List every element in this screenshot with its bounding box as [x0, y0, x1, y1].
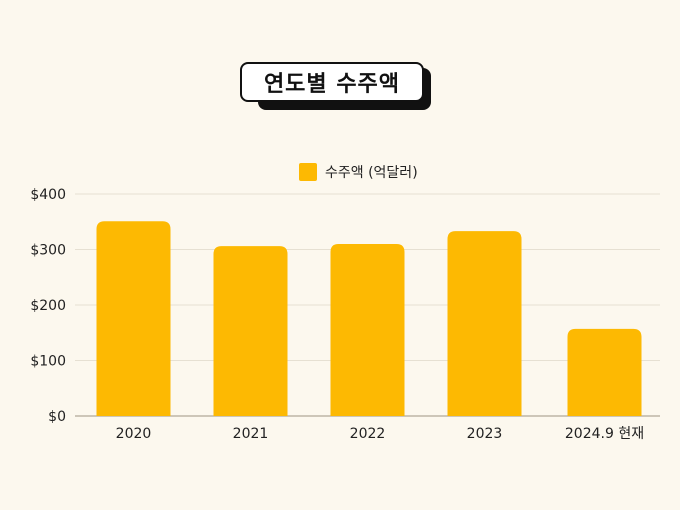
x-tick-label: 2023: [467, 426, 503, 442]
legend-label: 수주액 (억달러): [325, 165, 418, 181]
x-tick-label: 2024.9 현재: [565, 426, 644, 442]
x-tick-label: 2021: [233, 426, 269, 442]
x-tick-label: 2020: [116, 426, 152, 442]
bar-2023: [447, 231, 522, 416]
bar-2020: [96, 221, 171, 416]
chart-title: 연도별 수주액: [240, 62, 424, 102]
x-tick-label: 2022: [350, 426, 386, 442]
y-tick-label: $300: [30, 243, 66, 259]
y-axis-tick-labels: $0 $100 $200 $300 $400: [30, 187, 66, 425]
y-tick-label: $100: [30, 354, 66, 370]
bars: [96, 221, 642, 416]
bar-2024.9-현재: [567, 328, 642, 416]
y-tick-label: $200: [30, 298, 66, 314]
legend: 수주액 (억달러): [299, 163, 418, 181]
y-tick-label: $0: [48, 409, 66, 425]
y-tick-label: $400: [30, 187, 66, 203]
bar-2022: [330, 243, 405, 416]
x-axis-tick-labels: 2020 2021 2022 2023 2024.9 현재: [116, 426, 644, 442]
bar-2021: [213, 246, 288, 416]
legend-swatch: [299, 163, 317, 181]
chart-title-container: 연도별 수주액: [240, 62, 431, 110]
